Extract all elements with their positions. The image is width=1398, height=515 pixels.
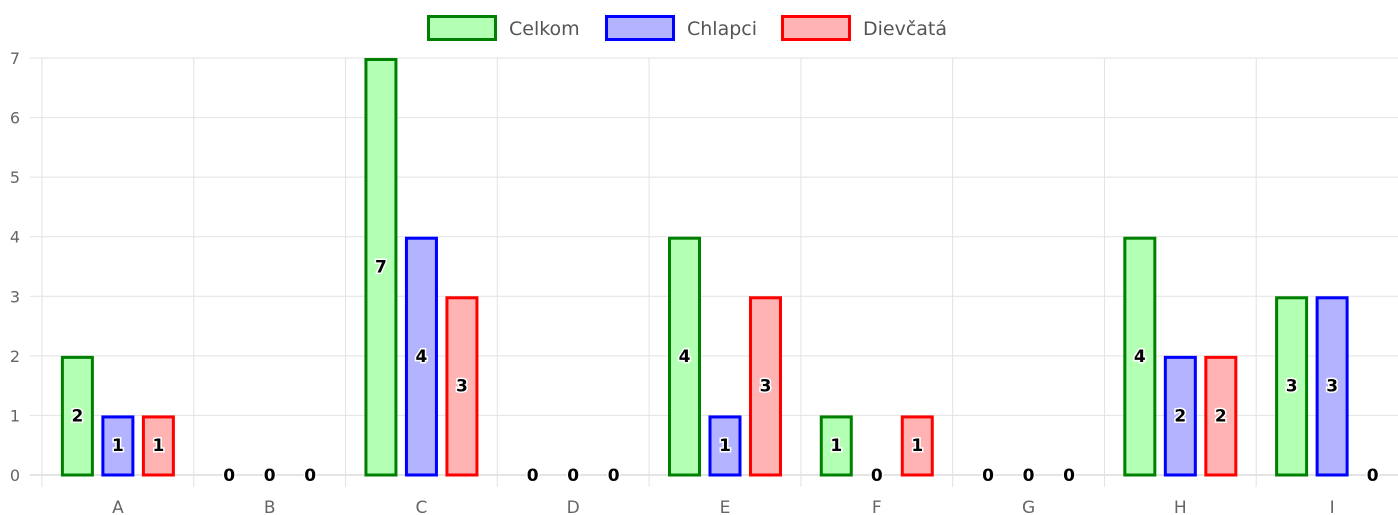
bar-chlapci-c[interactable]: [404, 236, 438, 477]
data-label: 0: [1023, 466, 1035, 486]
legend-label: Dievčatá: [863, 18, 947, 40]
data-label: 0: [608, 466, 620, 486]
bar-chlapci-e[interactable]: [708, 415, 742, 477]
bar-celkom-h[interactable]: [1123, 236, 1157, 477]
data-label: 1: [112, 436, 124, 456]
x-tick-label: D: [567, 498, 580, 515]
bar-dievčatá-e[interactable]: [749, 296, 782, 477]
data-label: 0: [223, 466, 235, 486]
data-label: 1: [152, 436, 164, 456]
data-label: 0: [1367, 466, 1379, 486]
data-label: 3: [1326, 377, 1338, 397]
legend: Celkom Chlapci Dievčatá: [427, 15, 948, 41]
bar-chlapci-h[interactable]: [1163, 355, 1197, 477]
data-label: 0: [871, 466, 883, 486]
y-tick-label: 3: [10, 287, 20, 306]
grid-lines: [30, 57, 1398, 487]
legend-swatch: [605, 15, 675, 41]
bar-dievčatá-a[interactable]: [141, 415, 175, 477]
bars: [60, 58, 1349, 477]
data-label: 2: [1215, 406, 1227, 426]
legend-label: Chlapci: [687, 18, 757, 40]
data-label: 4: [416, 347, 428, 367]
y-tick-label: 5: [10, 168, 20, 187]
data-label: 0: [527, 466, 539, 486]
x-tick-label: C: [416, 498, 428, 515]
data-label: 3: [760, 377, 772, 397]
bar-dievčatá-f[interactable]: [900, 415, 934, 477]
y-tick-label: 1: [10, 406, 20, 425]
data-label: 3: [456, 377, 468, 397]
legend-item-dievčatá[interactable]: Dievčatá: [781, 15, 948, 41]
y-tick-label: 6: [10, 109, 20, 128]
data-label: 0: [304, 466, 316, 486]
legend-swatch: [427, 15, 497, 41]
data-label: 7: [375, 258, 387, 278]
y-tick-label: 7: [10, 49, 20, 68]
axes: 0 1 2 3 4 5 6 7 A B C D E F G H I: [10, 49, 1335, 515]
bar-celkom-a[interactable]: [60, 355, 94, 477]
y-tick-label: 2: [10, 347, 20, 366]
legend-item-celkom[interactable]: Celkom: [427, 15, 580, 41]
data-label: 0: [264, 466, 276, 486]
bar-chlapci-a[interactable]: [101, 415, 135, 477]
bar-dievčatá-c[interactable]: [445, 296, 479, 477]
x-tick-label: G: [1022, 498, 1035, 515]
bar-celkom-e[interactable]: [668, 236, 701, 477]
bar-celkom-c[interactable]: [364, 58, 398, 477]
data-label: 0: [982, 466, 994, 486]
legend-label: Celkom: [509, 18, 580, 40]
x-tick-label: E: [720, 498, 731, 515]
legend-swatch: [781, 15, 851, 41]
data-label: 1: [719, 436, 731, 456]
data-label: 3: [1286, 377, 1298, 397]
bar-celkom-f[interactable]: [819, 415, 853, 477]
data-label: 1: [830, 436, 842, 456]
bar-chlapci-i[interactable]: [1315, 296, 1349, 477]
data-label: 2: [1174, 406, 1186, 426]
y-tick-label: 0: [10, 466, 20, 485]
x-tick-label: F: [872, 498, 882, 515]
data-labels: 2 1 1 0 0 0 7 4 3 0 0 0 4 1 3 1 0 1 0 0 0 4 2 2 3 3 0: [70, 256, 1380, 488]
bar-dievčatá-h[interactable]: [1204, 355, 1238, 477]
legend-item-chlapci[interactable]: Chlapci: [605, 15, 758, 41]
data-label: 4: [1134, 347, 1146, 367]
data-label: 2: [71, 406, 83, 426]
data-label: 1: [911, 436, 923, 456]
bar-celkom-i[interactable]: [1275, 296, 1309, 477]
data-label: 4: [679, 347, 691, 367]
y-tick-label: 4: [10, 228, 20, 247]
x-tick-label: I: [1330, 498, 1335, 515]
data-label: 0: [1063, 466, 1075, 486]
x-tick-label: A: [112, 498, 124, 515]
data-label: 0: [567, 466, 579, 486]
x-tick-label: H: [1174, 498, 1187, 515]
x-tick-label: B: [264, 498, 276, 515]
